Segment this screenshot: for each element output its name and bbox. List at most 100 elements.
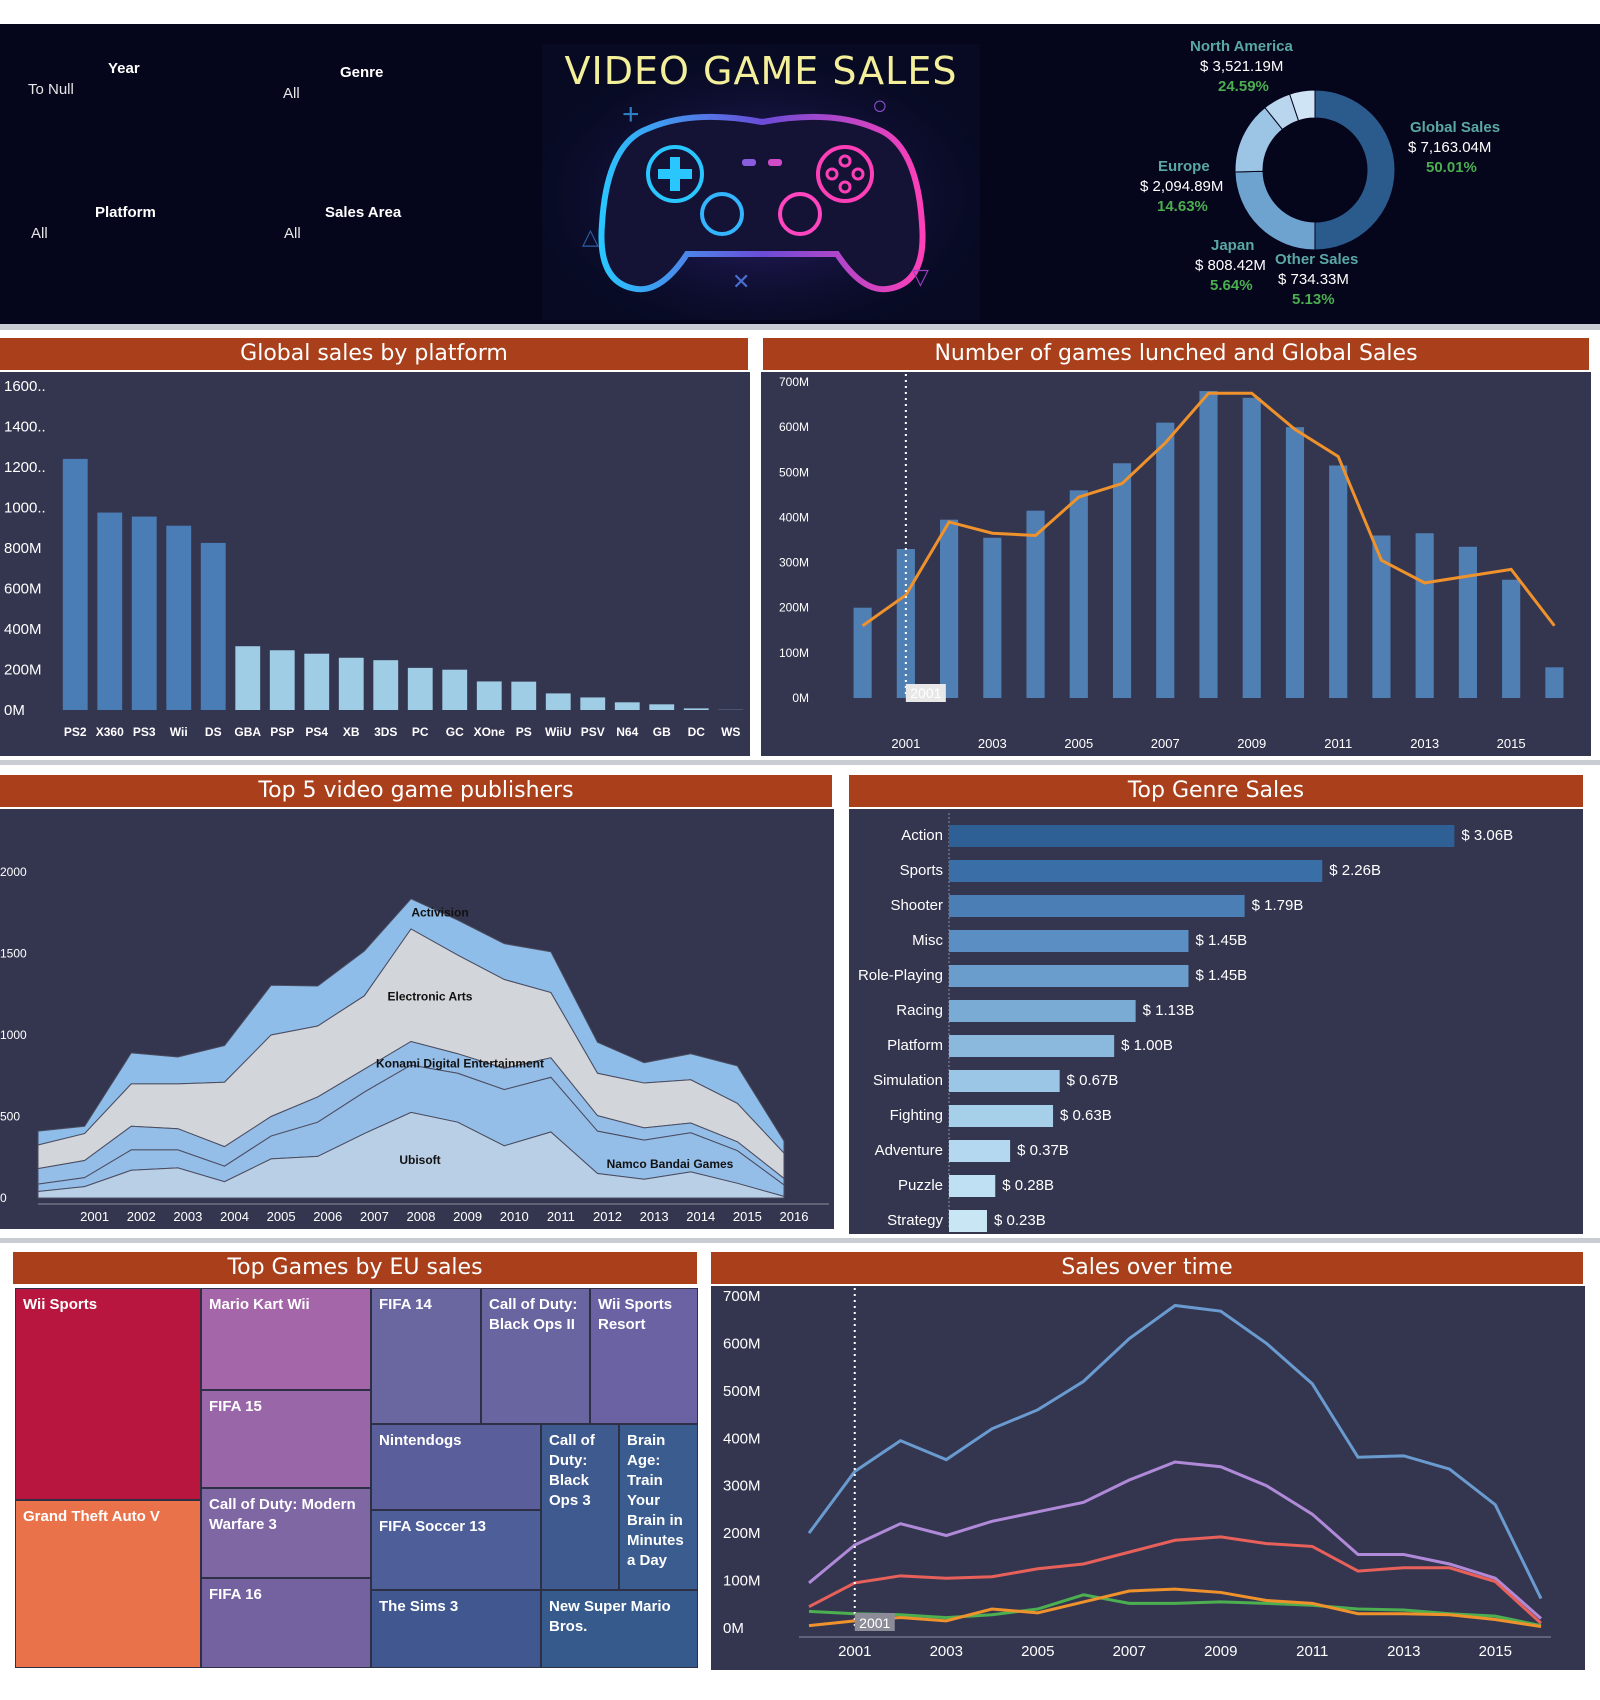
divider-1 [0, 324, 1600, 330]
y-tick-label: 500 [0, 1109, 20, 1123]
donut-slice [1289, 89, 1316, 122]
genre-label: Strategy [887, 1212, 943, 1229]
svg-text:○: ○ [872, 90, 888, 120]
x-tick-label: PS2 [64, 725, 87, 739]
sales-area-filter-value[interactable]: All [284, 225, 301, 242]
games-bar [940, 519, 959, 698]
year-filter-value[interactable]: To Null [28, 81, 74, 98]
sales-over-time-chart: 0M 100M 200M 300M 400M 500M 600M 700M 2001 2001 20… [723, 1288, 1551, 1660]
treemap-tile[interactable]: FIFA 14 [371, 1288, 481, 1424]
games-bar [1026, 510, 1045, 698]
x-tick-label: 2007 [1113, 1643, 1146, 1660]
svg-text:✕: ✕ [732, 269, 750, 294]
genre-label: Action [901, 827, 943, 844]
genre-label: Adventure [875, 1142, 943, 1159]
year-marker-badge [905, 684, 946, 702]
treemap-tile[interactable]: FIFA Soccer 13 [371, 1510, 541, 1590]
platform-bar [614, 702, 640, 710]
genre-bar [949, 1035, 1115, 1057]
treemap-tile[interactable]: Wii Sports Resort [590, 1288, 698, 1424]
genre-bar [949, 1140, 1011, 1162]
x-tick-label: 2013 [1387, 1643, 1420, 1660]
genre-bar [949, 1175, 996, 1197]
treemap-tile[interactable]: Mario Kart Wii [201, 1288, 371, 1390]
y-tick-label: 200M [723, 1525, 761, 1542]
treemap-tile[interactable]: FIFA 16 [201, 1578, 371, 1668]
x-tick-label: XOne [474, 725, 506, 739]
treemap-tile[interactable]: The Sims 3 [371, 1590, 541, 1668]
platform-bar [545, 693, 571, 710]
genre-bar [949, 825, 1455, 847]
genre-bar-chart: Action $ 3.06B Sports $ 2.26B Shooter $ 1.79B… [858, 813, 1513, 1232]
genre-value-label: $ 1.45B [1195, 932, 1247, 949]
bottom-band [0, 1675, 1600, 1700]
y-tick-label: 200M [779, 601, 809, 615]
treemap-tile[interactable]: Call of Duty: Black Ops II [481, 1288, 590, 1424]
genre-bar [949, 1105, 1054, 1127]
x-tick-label: 2001 [891, 736, 920, 751]
genre-bar [949, 930, 1189, 952]
x-tick-label: 2007 [360, 1209, 389, 1224]
publisher-label: Konami Digital Entertainment [376, 1056, 544, 1070]
games-bar [1199, 391, 1218, 698]
treemap-tile[interactable]: Nintendogs [371, 1424, 541, 1510]
platform-bar [442, 669, 468, 710]
x-tick-label: DC [688, 725, 706, 739]
x-tick-label: N64 [616, 725, 638, 739]
banner-title: VIDEO GAME SALES [565, 49, 958, 93]
platform-bar [269, 650, 295, 710]
publisher-label: Electronic Arts [388, 989, 473, 1003]
x-tick-label: 2013 [1410, 736, 1439, 751]
sales-line [808, 1535, 1543, 1625]
treemap-tile[interactable]: Call of Duty: Black Ops 3 [541, 1424, 619, 1590]
kpi-europe-value: $ 2,094.89M [1140, 178, 1224, 195]
y-tick-label: 0M [723, 1620, 744, 1637]
treemap-tile[interactable]: Grand Theft Auto V [15, 1500, 201, 1668]
x-tick-label: PSP [270, 725, 294, 739]
x-tick-label: 2002 [127, 1209, 156, 1224]
x-tick-label: Wii [170, 725, 188, 739]
y-tick-label: 600M [723, 1335, 761, 1352]
treemap-tile[interactable]: Brain Age: Train Your Brain in Minutes a… [619, 1424, 698, 1590]
platform-bar [131, 516, 157, 710]
kpi-global-name: Global Sales [1410, 119, 1501, 136]
genre-value-label: $ 0.37B [1017, 1142, 1069, 1159]
genre-chart-panel: Action $ 3.06B Sports $ 2.26B Shooter $ 1.79B… [849, 809, 1583, 1234]
svg-text:+: + [622, 98, 640, 131]
platform-bar [683, 708, 709, 710]
treemap-tile[interactable]: Wii Sports [15, 1288, 201, 1500]
time-chart-header: Sales over time [711, 1252, 1583, 1284]
x-tick-label: WiiU [545, 725, 572, 739]
games-bar [853, 607, 872, 698]
y-tick-label: 400M [723, 1430, 761, 1447]
genre-bar [949, 965, 1189, 987]
platform-filter-title: Platform [95, 204, 156, 221]
x-tick-label: 2015 [1497, 736, 1526, 751]
platform-chart-header: Global sales by platform [0, 338, 748, 370]
x-tick-label: DS [205, 725, 222, 739]
genre-value-label: $ 0.67B [1067, 1072, 1119, 1089]
y-tick-label: 300M [779, 556, 809, 570]
games-bar [1329, 465, 1348, 698]
x-tick-label: X360 [96, 725, 124, 739]
x-tick-label: GB [653, 725, 671, 739]
x-tick-label: 2001 [80, 1209, 109, 1224]
genre-value-label: $ 1.00B [1121, 1037, 1173, 1054]
games-chart-header: Number of games lunched and Global Sales [763, 338, 1589, 370]
x-tick-label: 2001 [838, 1643, 871, 1660]
treemap-tile[interactable]: New Super Mario Bros. [541, 1590, 698, 1668]
genre-filter-value[interactable]: All [283, 85, 300, 102]
sales-area-filter-title: Sales Area [325, 204, 402, 221]
games-bar [1458, 546, 1477, 698]
treemap-tile[interactable]: Call of Duty: Modern Warfare 3 [201, 1488, 371, 1578]
treemap-tile[interactable]: FIFA 15 [201, 1390, 371, 1488]
games-bar [1285, 427, 1305, 698]
games-bar [1069, 490, 1088, 698]
x-tick-label: 2005 [1064, 736, 1093, 751]
platform-bar [580, 697, 606, 710]
sales-line [808, 1587, 1542, 1629]
svg-text:△: △ [582, 224, 599, 249]
y-tick-label: 1500 [0, 946, 27, 960]
genre-chart-header: Top Genre Sales [849, 775, 1583, 807]
platform-filter-value[interactable]: All [31, 225, 48, 242]
